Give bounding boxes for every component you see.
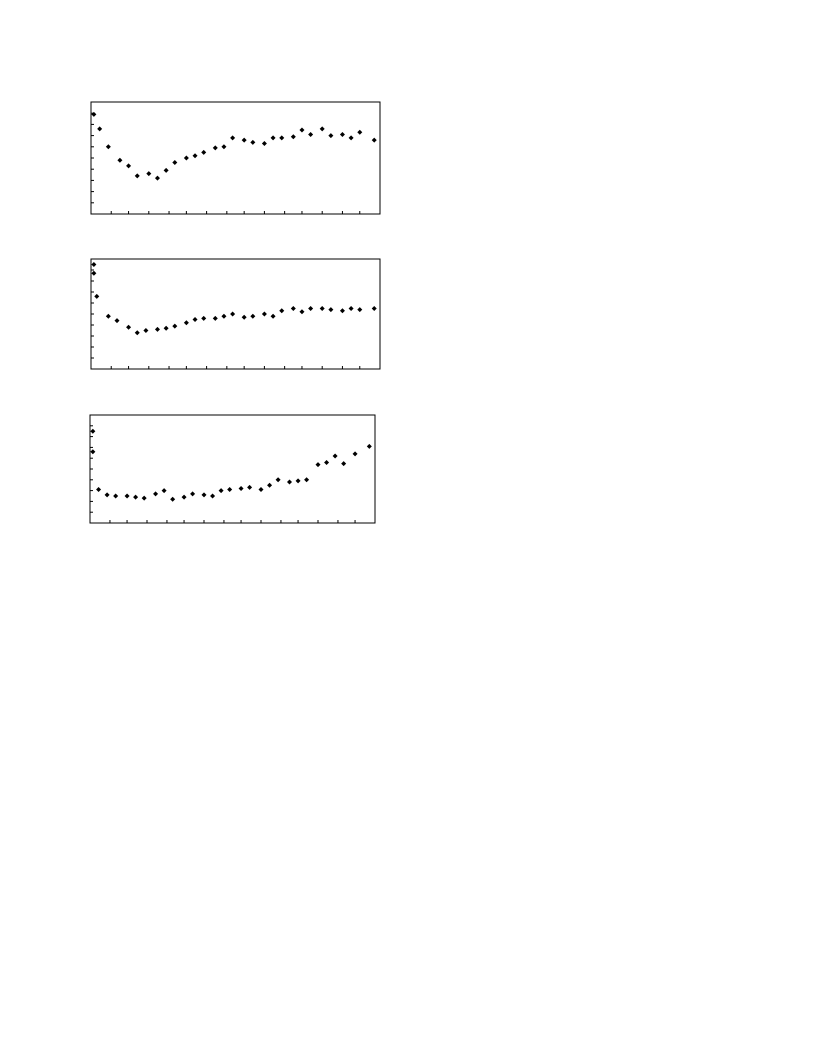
data-point [134,330,140,336]
data-point [212,315,218,321]
plot-frame [89,414,376,524]
data-point [126,163,132,169]
data-point [143,328,149,333]
data-point [192,153,198,159]
data-point [221,313,227,319]
data-point [247,484,253,490]
data-point [90,449,96,455]
data-point [201,492,207,498]
data-point [241,137,247,143]
data-point [324,460,330,466]
data-point [261,311,267,317]
data-point [181,494,187,500]
data-point [261,140,267,146]
plot-frame [90,258,381,370]
data-point [267,482,273,488]
data-point [201,315,207,321]
data-point [250,313,256,319]
data-point [304,477,310,483]
data-point [348,306,354,311]
data-point [315,462,321,468]
data-point [91,262,97,267]
data-point [183,155,189,161]
data-point [275,477,281,483]
data-point [153,491,159,497]
data-point [270,135,276,141]
data-point [339,131,345,137]
data-point [230,311,236,317]
data-point [190,491,196,497]
data-point [172,159,178,165]
data-point [105,144,111,150]
data-point [212,145,218,151]
data-point [357,307,363,313]
data-point [308,131,314,137]
data-point [146,171,152,177]
data-point [91,111,97,117]
data-point [221,144,227,150]
data-point [90,428,96,434]
data-point [366,443,372,449]
data-point [117,157,123,163]
data-point [172,323,178,329]
data-point [154,175,160,181]
data-point [218,488,224,494]
data-point [279,308,285,314]
data-point [299,127,305,133]
data-point [371,137,377,143]
data-point [161,488,167,494]
data-point [114,318,120,324]
data-point [210,493,216,499]
data-point [104,492,110,498]
plot-frame [90,101,381,215]
data-point [105,313,111,319]
data-point [230,135,236,141]
data-point [163,325,169,331]
data-point [339,308,345,314]
data-point [319,126,325,132]
data-point [91,270,97,276]
data-point [348,135,354,141]
data-point [270,313,276,319]
data-point [183,320,189,326]
data-point [290,134,296,140]
data-point [227,487,233,493]
data-point [133,494,139,500]
data-point [287,479,292,485]
data-point [96,487,102,493]
data-point [97,126,103,132]
data-point [371,306,377,311]
data-point [328,133,334,139]
data-point [341,461,347,467]
data-point [201,149,207,155]
data-point [134,173,140,179]
data-point [126,324,132,330]
data-point [299,309,305,315]
data-point [170,496,176,502]
data-point [241,314,247,320]
data-point [352,451,358,457]
data-point [328,307,334,313]
data-point [308,306,314,311]
data-point [279,135,285,141]
data-point [94,293,100,299]
data-point [319,306,325,311]
data-point [192,317,198,322]
data-point [250,139,256,145]
data-point [154,326,160,332]
data-point [163,167,169,173]
data-point [357,129,363,135]
data-point [113,493,119,499]
data-point [258,487,264,493]
data-point [238,485,244,491]
data-point [124,493,130,499]
data-point [141,495,147,501]
data-point [295,478,301,484]
data-point [290,306,296,311]
data-point [332,453,338,459]
